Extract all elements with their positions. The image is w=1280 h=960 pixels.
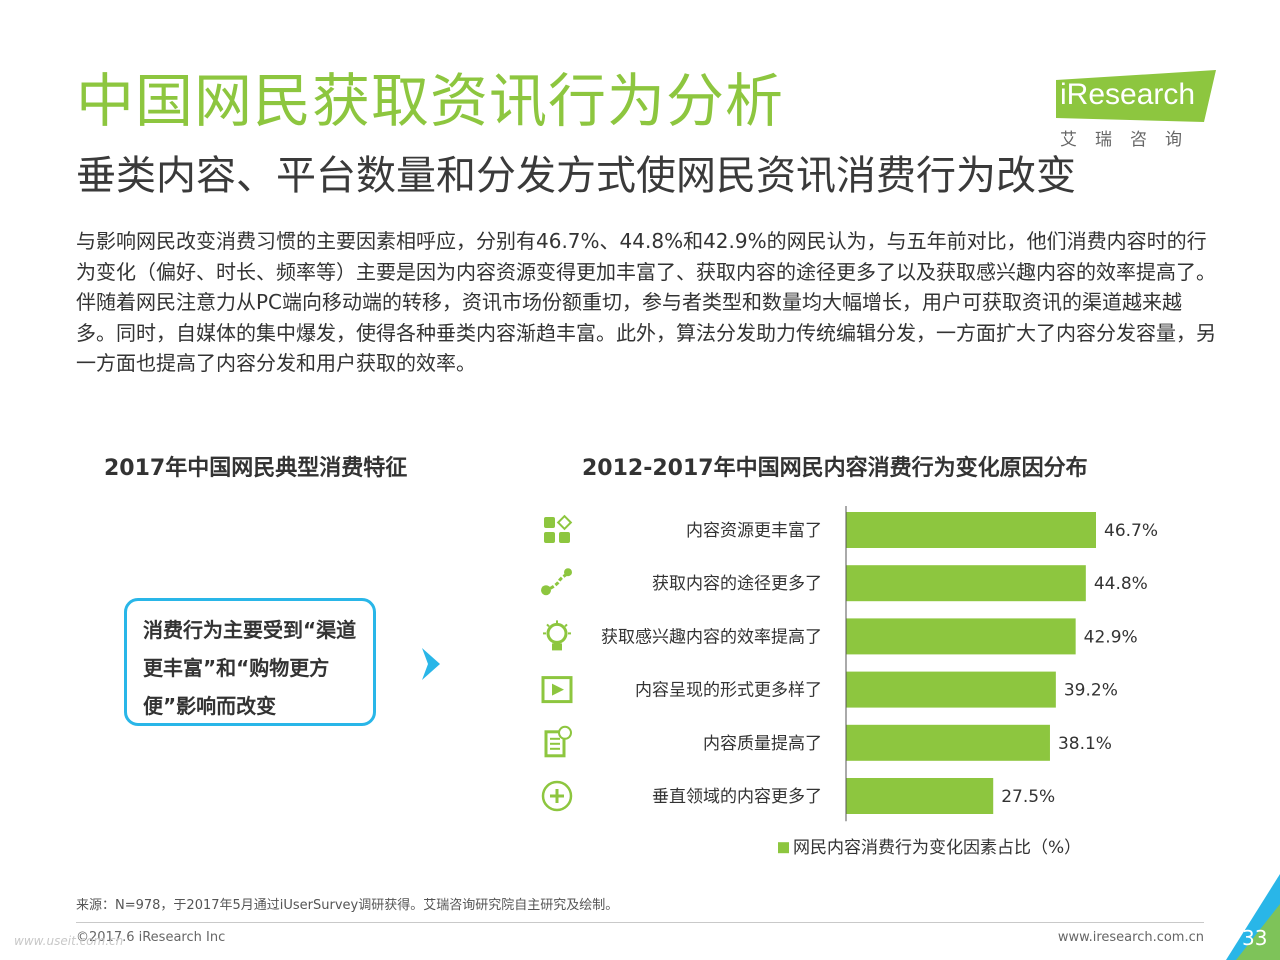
lightbulb-icon	[543, 620, 571, 651]
bar	[846, 618, 1076, 655]
value-label: 42.9%	[1084, 627, 1138, 647]
value-label: 27.5%	[1001, 787, 1055, 807]
category-label: 获取内容的途径更多了	[652, 574, 822, 594]
copyright: ©2017.6 iResearch Inc	[76, 930, 226, 945]
logo-shape	[1056, 70, 1216, 122]
category-label: 内容资源更丰富了	[686, 521, 822, 541]
logo-wordmark: iResearch	[1060, 78, 1196, 111]
category-label: 内容呈现的形式更多样了	[635, 681, 822, 701]
bar	[846, 512, 1096, 548]
apps-icon	[544, 514, 573, 543]
footer-divider	[76, 922, 1204, 923]
plus-circle-icon	[541, 780, 573, 812]
category-label: 内容质量提高了	[703, 734, 822, 754]
value-label: 46.7%	[1104, 521, 1158, 541]
chevron-right-icon	[422, 648, 440, 680]
website-link[interactable]: www.iresearch.com.cn	[1057, 930, 1204, 945]
bar	[846, 724, 1050, 761]
page-title: 中国网民获取资讯行为分析	[76, 67, 785, 135]
watermark: www.useit.com.cn	[14, 934, 124, 948]
route-icon	[541, 568, 572, 596]
iresearch-logo: iResearch 艾瑞咨询	[1056, 70, 1216, 150]
value-label: 38.1%	[1058, 734, 1112, 754]
category-label: 垂直领域的内容更多了	[652, 787, 822, 807]
video-icon	[541, 676, 573, 704]
page-subtitle: 垂类内容、平台数量和分发方式使网民资讯消费行为改变	[76, 153, 1076, 199]
bar	[846, 671, 1056, 708]
bar	[846, 565, 1086, 602]
category-label: 获取感兴趣内容的效率提高了	[601, 627, 822, 647]
intro-paragraph: 与影响网民改变消费习惯的主要因素相呼应，分别有46.7%、44.8%和42.9%…	[76, 229, 1216, 375]
page-number: 33	[1242, 926, 1268, 950]
value-label: 39.2%	[1064, 681, 1118, 701]
value-label: 44.8%	[1094, 574, 1148, 594]
callout-box: 消费行为主要受到“渠道更丰富”和“购物更方便”影响而改变	[124, 598, 376, 726]
legend-label: 网民内容消费行为变化因素占比（%）	[793, 838, 1081, 858]
document-check-icon	[544, 725, 572, 758]
bar-chart: 内容资源更丰富了 46.7% 获取内容的途径更多了 44.8% 获取感兴趣内容的效率提高…	[541, 506, 1158, 858]
corner-decoration	[1226, 874, 1280, 960]
left-panel-title: 2017年中国网民典型消费特征	[104, 456, 408, 481]
legend-swatch	[778, 842, 789, 854]
callout-text: 消费行为主要受到“渠道更丰富”和“购物更方便”影响而改变	[143, 618, 357, 718]
chart-title: 2012-2017年中国网民内容消费行为变化原因分布	[582, 456, 1088, 481]
bar	[846, 778, 994, 814]
source-note: 来源：N=978，于2017年5月通过iUserSurvey调研获得。艾瑞咨询研…	[76, 898, 619, 913]
logo-chinese: 艾瑞咨询	[1060, 130, 1200, 150]
